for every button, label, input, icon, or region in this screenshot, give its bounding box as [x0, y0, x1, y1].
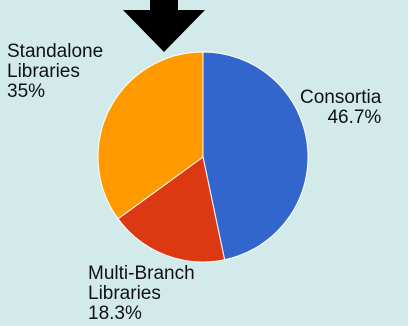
slice-label-line: Libraries: [7, 61, 80, 82]
pie-slice-1: [117, 156, 226, 263]
slice-label-percent: 18.3%: [88, 303, 142, 324]
slice-label-line: Standalone: [7, 41, 104, 62]
pie-slice-0: [202, 51, 309, 261]
slice-label-consortia: Consortia 46.7%: [300, 88, 381, 128]
slice-label-standalone: Standalone Libraries 35%: [7, 42, 103, 102]
slice-label-percent: 46.7%: [327, 107, 382, 128]
pie-slice-2: [97, 51, 204, 220]
down-arrow-icon: [123, 0, 205, 52]
slice-label-multi-branch: Multi-Branch Libraries 18.3%: [88, 264, 195, 324]
slice-label-line: Libraries: [88, 283, 161, 304]
slice-label-line: Consortia: [300, 87, 382, 108]
slice-label-percent: 35%: [7, 81, 46, 102]
slice-label-line: Multi-Branch: [88, 263, 195, 284]
pie-slices: [97, 51, 309, 263]
